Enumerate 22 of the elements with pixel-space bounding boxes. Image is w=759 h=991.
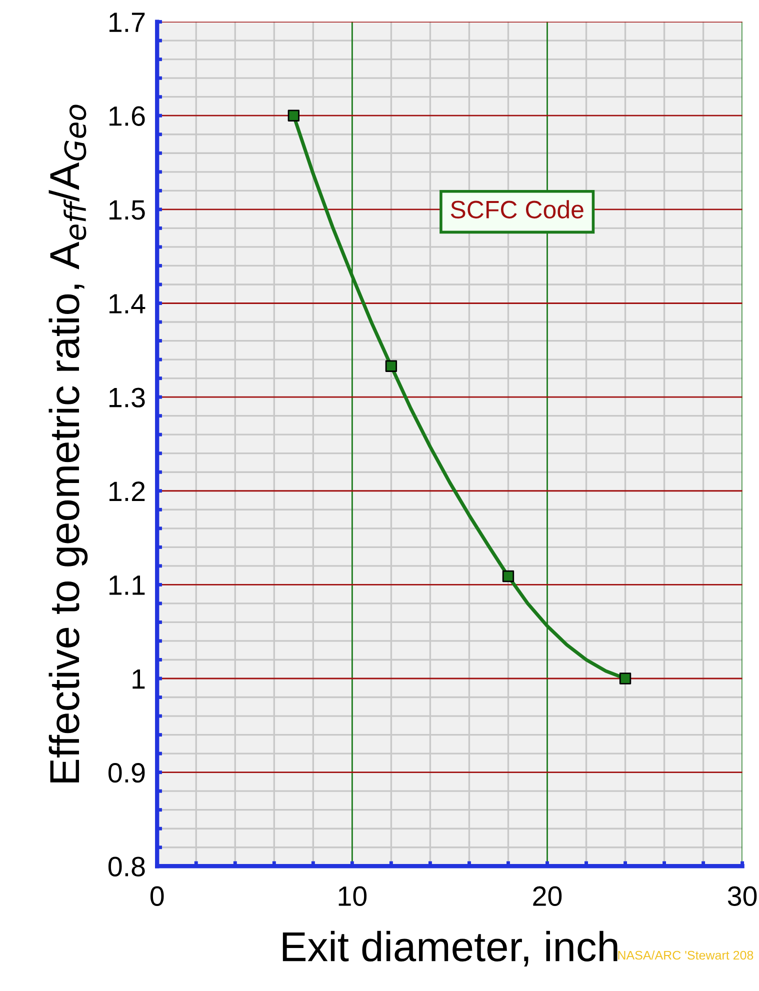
x-tick-label: 0 [150, 886, 164, 906]
x-axis-title: Exit diameter, inch [282, 930, 618, 966]
y-tick-label: 1.1 [110, 576, 145, 595]
point [288, 110, 300, 122]
y-tick-label: 1 [132, 669, 145, 689]
y-tick-label: 1.5 [110, 200, 145, 220]
y-tick-label: 1.7 [110, 12, 145, 32]
x-tick-label: 10 [338, 886, 367, 906]
y-tick-label: 0.9 [108, 762, 145, 783]
annotation: SCFC Code [450, 200, 584, 218]
x-tick-label: 20 [533, 886, 562, 906]
y-tick-label: 1.4 [110, 294, 146, 314]
text: NASA/ARC 'Stewart 208 [618, 950, 754, 960]
y-tick-label: 1.3 [110, 388, 145, 408]
x-tick-label: 30 [728, 886, 757, 906]
point [619, 672, 632, 684]
y-tick-label: 1.2 [110, 482, 145, 501]
y-tick-label: 1.6 [110, 106, 145, 126]
y-axis-title: Effective to geometric ratio, A$_{eff}$/A$_{Geo}$ [48, 104, 88, 782]
point [385, 360, 398, 372]
y-tick-label: 0.8 [108, 856, 145, 876]
point [502, 570, 514, 582]
